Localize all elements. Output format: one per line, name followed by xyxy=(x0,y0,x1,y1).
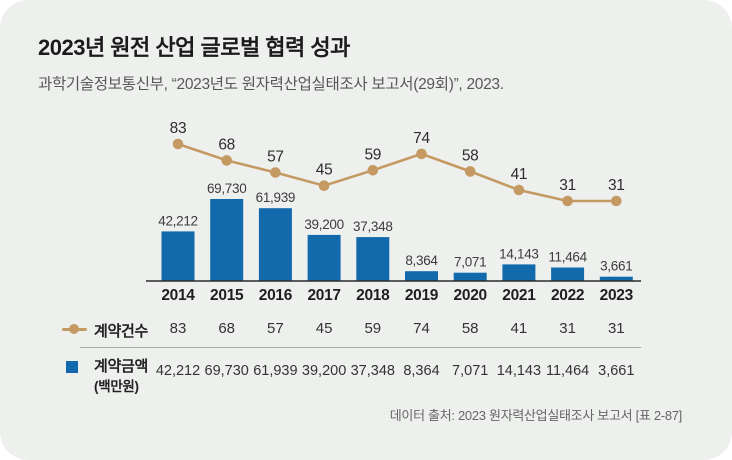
page-title: 2023년 원전 산업 글로벌 협력 성과 xyxy=(38,35,350,60)
line-value-label: 68 xyxy=(218,136,235,153)
line-point xyxy=(464,166,476,177)
line-point xyxy=(513,184,525,196)
bar xyxy=(356,237,390,281)
bar-value-label: 42,212 xyxy=(158,213,198,228)
bar xyxy=(551,267,585,281)
x-axis-tick-label: 2017 xyxy=(307,287,340,304)
bar-value-label: 61,939 xyxy=(256,190,296,205)
line-value-label: 83 xyxy=(170,120,187,137)
data-source-footer: 데이터 출처: 2023 원자력산업실태조사 보고서 [표 2-87] xyxy=(389,408,683,423)
bar xyxy=(161,231,195,281)
line-point xyxy=(416,148,427,160)
line-value-label: 31 xyxy=(608,177,625,194)
x-axis-tick-label: 2023 xyxy=(600,287,634,304)
bar xyxy=(405,271,438,281)
line-series xyxy=(177,142,617,203)
x-axis-tick-label: 2015 xyxy=(210,287,244,304)
bar xyxy=(307,234,341,281)
bar-value-label: 37,348 xyxy=(353,219,393,234)
line-point xyxy=(611,195,622,207)
bar-value-label: 11,464 xyxy=(548,250,587,265)
bar xyxy=(210,199,244,281)
x-axis-tick-label: 2020 xyxy=(454,287,487,304)
line-point xyxy=(318,180,330,191)
line-point xyxy=(562,195,573,207)
bar-value-label: 39,200 xyxy=(304,217,344,232)
line-value-label: 74 xyxy=(413,130,430,147)
bar xyxy=(502,264,536,281)
line-point xyxy=(367,165,379,176)
line-value-label: 57 xyxy=(267,149,284,166)
bar-value-label: 14,143 xyxy=(499,246,539,261)
line-value-label: 58 xyxy=(462,147,479,164)
bar-value-label: 69,730 xyxy=(207,181,247,196)
x-axis-tick-label: 2018 xyxy=(356,287,390,304)
bar-value-label: 8,364 xyxy=(405,253,438,268)
line-point xyxy=(270,167,281,178)
line-point xyxy=(172,138,184,150)
bar xyxy=(258,208,292,281)
bar xyxy=(453,272,487,281)
source-subtitle: 과학기술정보통신부, “2023년도 원자력산업실태조사 보고서(29회)”, … xyxy=(38,76,504,93)
line-value-label: 45 xyxy=(316,162,333,179)
x-axis-tick-label: 2021 xyxy=(502,287,536,304)
x-axis-tick-label: 2022 xyxy=(551,287,584,304)
x-axis-tick-label: 2014 xyxy=(161,287,195,304)
line-value-label: 31 xyxy=(559,177,576,194)
x-axis-tick-label: 2016 xyxy=(259,287,293,304)
bar-value-label: 7,071 xyxy=(454,255,486,270)
line-point xyxy=(221,155,232,166)
bar-value-label: 3,661 xyxy=(600,259,632,274)
x-axis-tick-label: 2019 xyxy=(405,287,439,304)
line-value-label: 41 xyxy=(511,166,528,183)
bar xyxy=(599,276,633,281)
line-value-label: 59 xyxy=(364,146,381,163)
